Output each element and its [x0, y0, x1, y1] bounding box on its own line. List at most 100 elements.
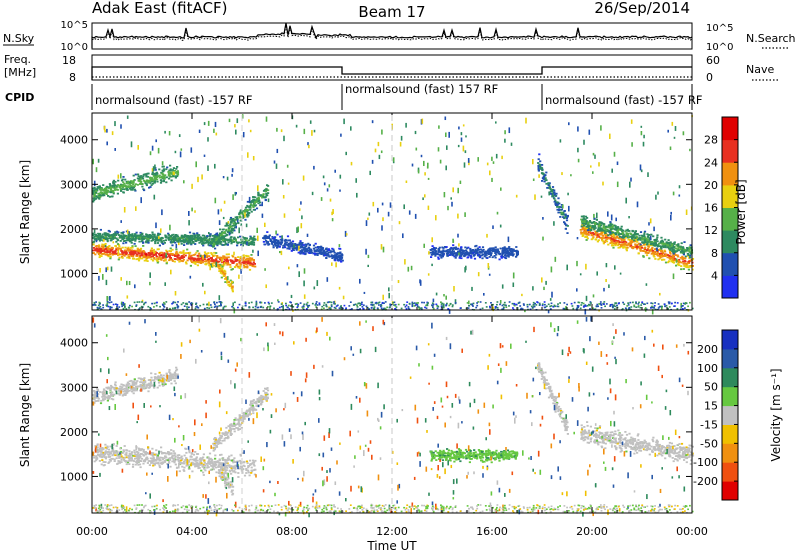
scatter-cell — [109, 252, 112, 255]
scatter-cell — [300, 245, 303, 248]
scatter-cell — [243, 265, 246, 268]
scatter-cell — [212, 259, 215, 261]
scatter-cell — [504, 257, 508, 260]
scatter-cell — [160, 254, 163, 257]
ground-scatter-cell — [365, 305, 368, 308]
scatter-cell — [108, 253, 111, 256]
scatter-cell — [141, 254, 144, 257]
noise-cell — [215, 261, 218, 267]
noise-cell — [165, 253, 167, 258]
scatter-cell — [668, 247, 671, 249]
scatter-cell — [107, 186, 110, 189]
scatter-cell — [101, 194, 104, 197]
noise-cell — [261, 201, 263, 207]
scatter-cell — [119, 253, 122, 256]
scatter-cell — [110, 249, 113, 252]
scatter-cell — [594, 225, 597, 228]
scatter-cell — [262, 237, 265, 239]
scatter-cell — [162, 168, 165, 171]
scatter-cell — [117, 258, 120, 261]
noise-cell — [389, 202, 392, 208]
ground-scatter-cell — [372, 304, 375, 306]
scatter-cell — [134, 233, 137, 236]
scatter-cell — [441, 252, 444, 255]
scatter-cell — [163, 175, 166, 178]
scatter-cell — [210, 257, 213, 260]
scatter-cell — [150, 239, 153, 242]
scatter-cell — [282, 246, 285, 249]
noise-cell — [603, 287, 605, 292]
scatter-cell — [435, 250, 438, 252]
noise-cell — [203, 154, 206, 157]
scatter-cell — [677, 249, 680, 252]
scatter-cell — [540, 172, 544, 174]
noise-cell — [427, 177, 430, 180]
scatter-cell — [147, 181, 150, 184]
scatter-cell — [238, 261, 241, 264]
scatter-cell — [110, 188, 113, 191]
scatter-cell — [247, 239, 250, 242]
scatter-cell — [254, 196, 257, 199]
scatter-cell — [233, 224, 236, 227]
noise-cell — [151, 168, 154, 172]
ground-scatter-cell — [222, 306, 225, 309]
scatter-cell — [239, 210, 242, 213]
scatter-cell — [225, 277, 228, 279]
scatter-cell — [682, 260, 685, 263]
scatter-cell — [139, 234, 142, 237]
ground-scatter-cell — [684, 307, 686, 309]
scatter-cell — [295, 249, 298, 251]
scatter-cell — [204, 239, 207, 242]
scatter-cell — [588, 227, 591, 230]
scatter-cell — [99, 249, 102, 252]
scatter-cell — [678, 246, 681, 249]
ground-scatter-cell — [426, 303, 429, 306]
scatter-cell — [115, 240, 118, 243]
noise-cell — [155, 139, 157, 143]
ground-scatter-cell — [195, 302, 198, 305]
scatter-cell — [540, 167, 544, 169]
scatter-cell — [223, 235, 226, 237]
scatter-cell — [551, 186, 555, 188]
noise-cell — [651, 309, 654, 315]
scatter-cell — [437, 249, 441, 251]
scatter-cell — [549, 190, 552, 193]
scatter-cell — [151, 173, 154, 175]
scatter-cell — [93, 194, 96, 197]
scatter-cell — [645, 254, 649, 257]
scatter-cell — [196, 233, 199, 236]
scatter-cell — [194, 258, 197, 261]
noise-cell — [218, 295, 221, 301]
scatter-cell — [159, 251, 162, 254]
noise-cell — [124, 303, 126, 309]
scatter-cell — [203, 234, 206, 237]
noise-cell — [504, 138, 506, 143]
scatter-cell — [203, 251, 207, 254]
scatter-cell — [299, 240, 302, 242]
scatter-cell — [211, 235, 214, 237]
scatter-cell — [651, 242, 654, 245]
scatter-cell — [134, 183, 137, 186]
scatter-cell — [689, 254, 692, 257]
scatter-cell — [215, 232, 218, 235]
scatter-cell — [283, 240, 287, 242]
scatter-cell — [637, 238, 640, 240]
ground-scatter-cell — [650, 302, 653, 304]
scatter-cell — [93, 235, 96, 238]
noise-cell — [467, 158, 470, 163]
scatter-cell — [476, 247, 479, 250]
ground-scatter-cell — [102, 306, 105, 309]
scatter-cell — [588, 225, 591, 228]
scatter-cell — [148, 252, 151, 255]
scatter-cell — [635, 245, 639, 248]
scatter-cell — [122, 242, 125, 245]
scatter-cell — [117, 249, 120, 251]
noise-cell — [438, 125, 440, 129]
noise-cell — [675, 258, 678, 263]
noise-cell — [408, 210, 411, 215]
noise-cell — [222, 216, 225, 220]
ground-scatter-cell — [252, 306, 254, 309]
scatter-cell — [113, 189, 117, 191]
scatter-cell — [642, 250, 645, 252]
ground-scatter-cell — [466, 302, 469, 304]
